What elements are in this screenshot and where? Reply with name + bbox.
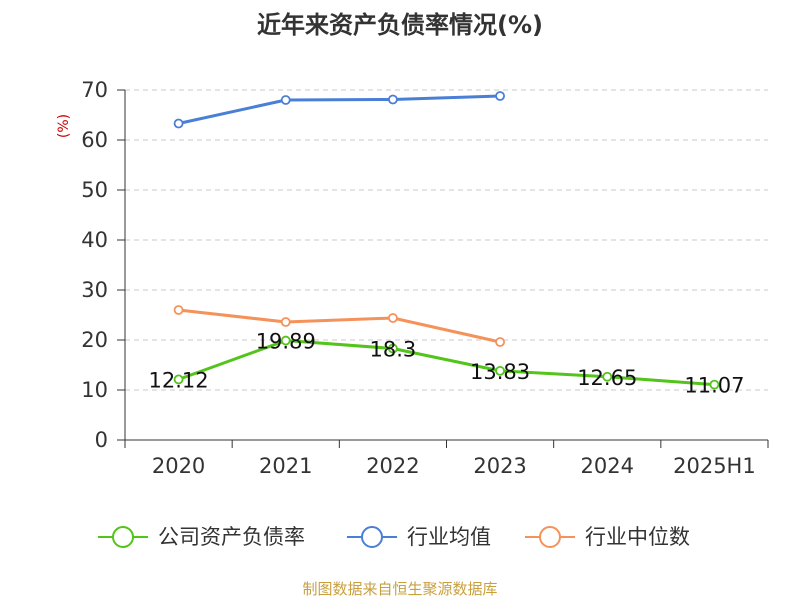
data-label: 19.89 bbox=[256, 330, 316, 354]
y-tick-label: 30 bbox=[81, 278, 108, 302]
data-point[interactable] bbox=[495, 365, 505, 376]
series-industry-mean bbox=[173, 91, 505, 129]
x-tick-label: 2025H1 bbox=[673, 454, 756, 478]
data-label: 12.12 bbox=[149, 368, 209, 392]
y-tick-label: 0 bbox=[95, 428, 108, 452]
data-label: 12.65 bbox=[577, 366, 637, 390]
data-point[interactable] bbox=[173, 118, 184, 129]
data-point[interactable] bbox=[495, 337, 505, 347]
data-point[interactable] bbox=[388, 343, 398, 354]
x-tick-label: 2020 bbox=[152, 454, 205, 478]
y-axis-label: (%) bbox=[56, 114, 72, 138]
legend-item[interactable]: 行业均值 bbox=[347, 525, 491, 549]
data-label: 13.83 bbox=[470, 360, 530, 384]
legend-label: 行业中位数 bbox=[585, 525, 690, 549]
axes: 0 10 20 30 40 50 60 70 2020 2021 2022 2023 2024 2025H… bbox=[81, 78, 769, 478]
x-tick-label: 2021 bbox=[259, 454, 312, 478]
data-point[interactable] bbox=[173, 374, 184, 385]
y-tick-label: 60 bbox=[81, 128, 108, 152]
series-company bbox=[173, 335, 720, 390]
data-labels: 12.12 19.89 18.3 13.83 12.65 11.07 bbox=[149, 330, 745, 398]
data-point[interactable] bbox=[280, 317, 291, 327]
legend-label: 行业均值 bbox=[407, 525, 491, 549]
source-note: 制图数据来自恒生聚源数据库 bbox=[302, 580, 497, 598]
legend-marker-icon bbox=[361, 526, 383, 548]
legend-marker-icon bbox=[539, 526, 561, 548]
data-point[interactable] bbox=[388, 313, 398, 323]
series-lines bbox=[173, 91, 720, 390]
data-label: 18.3 bbox=[370, 338, 417, 362]
y-tick-label: 50 bbox=[81, 178, 108, 202]
legend-marker-icon bbox=[112, 526, 134, 548]
chart-title: 近年来资产负债率情况(%) bbox=[257, 11, 543, 39]
x-tick-label: 2023 bbox=[473, 454, 526, 478]
y-tick-label: 70 bbox=[81, 78, 108, 102]
x-tick-label: 2024 bbox=[581, 454, 634, 478]
data-point[interactable] bbox=[280, 335, 291, 346]
y-tick-label: 10 bbox=[81, 378, 108, 402]
series-line bbox=[178, 94, 501, 125]
data-point[interactable] bbox=[388, 94, 398, 105]
data-point[interactable] bbox=[280, 95, 291, 105]
legend-label: 公司资产负债率 bbox=[158, 525, 305, 549]
legend-item[interactable]: 公司资产负债率 bbox=[98, 525, 305, 549]
series-line bbox=[178, 308, 501, 344]
y-tick-label: 20 bbox=[81, 328, 108, 352]
data-point[interactable] bbox=[709, 379, 720, 390]
x-tick-label: 2022 bbox=[366, 454, 419, 478]
series-industry-median bbox=[173, 305, 505, 347]
data-point[interactable] bbox=[173, 305, 184, 315]
data-point[interactable] bbox=[602, 371, 613, 382]
data-point[interactable] bbox=[495, 91, 505, 101]
legend-item[interactable]: 行业中位数 bbox=[525, 525, 690, 549]
y-tick-label: 40 bbox=[81, 228, 108, 252]
series-line bbox=[178, 339, 715, 387]
legend[interactable]: 公司资产负债率 行业均值 行业中位数 bbox=[98, 525, 690, 549]
gridlines bbox=[125, 89, 768, 391]
data-label: 11.07 bbox=[684, 374, 744, 398]
